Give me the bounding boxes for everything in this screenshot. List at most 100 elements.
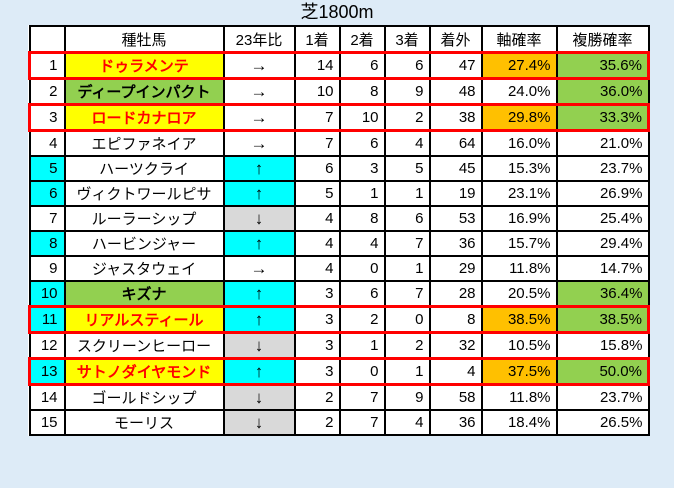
win2-cell: 10 [338,103,386,132]
sire-name-cell: ドゥラメンテ [63,51,225,80]
axis-rate-cell: 27.4% [480,51,558,80]
trend-cell: ↓ [222,383,296,411]
sire-name-cell: ハービンジャー [63,230,225,257]
win2-cell: 0 [338,255,386,282]
axis-rate-cell: 24.0% [480,77,558,106]
trend-cell: ↑ [222,357,296,386]
header-axis-rate: 軸確率 [480,25,558,54]
win1-cell: 3 [293,280,341,308]
place-rate-cell: 26.9% [555,180,650,207]
sire-name-cell: ロードカナロア [63,103,225,132]
place-rate-cell: 23.7% [555,383,650,411]
win3-cell: 4 [383,409,431,436]
rank-cell: 8 [28,230,66,257]
win3-cell: 2 [383,331,431,360]
win3-cell: 1 [383,180,431,207]
trend-cell: → [222,51,296,80]
axis-rate-cell: 38.5% [480,305,558,334]
header-rank [28,25,66,54]
win2-cell: 7 [338,409,386,436]
win2-cell: 4 [338,230,386,257]
trend-cell: → [222,129,296,157]
win2-cell: 8 [338,77,386,106]
trend-cell: ↑ [222,280,296,308]
rank-cell: 4 [28,129,66,157]
header-out: 着外 [428,25,483,54]
win2-cell: 8 [338,205,386,232]
place-rate-cell: 21.0% [555,129,650,157]
sire-name-cell: リアルスティール [63,305,225,334]
header-row: 種牡馬 23年比 1着 2着 3着 着外 軸確率 複勝確率 [28,25,650,54]
win3-cell: 9 [383,77,431,106]
table-row: 3 ロードカナロア → 7 10 2 38 29.8% 33.3% [28,103,650,132]
win3-cell: 7 [383,280,431,308]
win1-cell: 10 [293,77,341,106]
win2-cell: 2 [338,305,386,334]
axis-rate-cell: 10.5% [480,331,558,360]
header-sire: 種牡馬 [63,25,225,54]
trend-cell: ↓ [222,409,296,436]
table-row: 9 ジャスタウェイ → 4 0 1 29 11.8% 14.7% [28,255,650,282]
win3-cell: 4 [383,129,431,157]
header-win2: 2着 [338,25,386,54]
table-row: 14 ゴールドシップ ↓ 2 7 9 58 11.8% 23.7% [28,383,650,411]
header-place-rate: 複勝確率 [555,25,650,54]
win1-cell: 6 [293,155,341,182]
header-trend: 23年比 [222,25,296,54]
rank-cell: 5 [28,155,66,182]
out-cell: 32 [428,331,483,360]
win3-cell: 7 [383,230,431,257]
sire-name-cell: ハーツクライ [63,155,225,182]
rank-cell: 15 [28,409,66,436]
trend-cell: ↑ [222,230,296,257]
win1-cell: 2 [293,409,341,436]
out-cell: 8 [428,305,483,334]
place-rate-cell: 36.4% [555,280,650,308]
trend-cell: → [222,255,296,282]
win2-cell: 6 [338,129,386,157]
place-rate-cell: 35.6% [555,51,650,80]
out-cell: 19 [428,180,483,207]
win1-cell: 3 [293,305,341,334]
axis-rate-cell: 15.3% [480,155,558,182]
axis-rate-cell: 16.0% [480,129,558,157]
axis-rate-cell: 29.8% [480,103,558,132]
trend-cell: ↑ [222,305,296,334]
sire-name-cell: キズナ [63,280,225,308]
table-row: 8 ハービンジャー ↑ 4 4 7 36 15.7% 29.4% [28,230,650,257]
sire-name-cell: スクリーンヒーロー [63,331,225,360]
page-title: 芝1800m [300,2,374,22]
rank-cell: 1 [28,51,66,80]
sire-name-cell: サトノダイヤモンド [63,357,225,386]
out-cell: 47 [428,51,483,80]
trend-cell: ↓ [222,331,296,360]
axis-rate-cell: 15.7% [480,230,558,257]
win1-cell: 2 [293,383,341,411]
trend-cell: ↓ [222,205,296,232]
header-win3: 3着 [383,25,431,54]
out-cell: 28 [428,280,483,308]
axis-rate-cell: 11.8% [480,255,558,282]
sire-name-cell: ヴィクトワールピサ [63,180,225,207]
axis-rate-cell: 23.1% [480,180,558,207]
win2-cell: 6 [338,280,386,308]
out-cell: 48 [428,77,483,106]
out-cell: 36 [428,409,483,436]
win1-cell: 4 [293,255,341,282]
rank-cell: 11 [28,305,66,334]
table-row: 6 ヴィクトワールピサ ↑ 5 1 1 19 23.1% 26.9% [28,180,650,207]
win3-cell: 9 [383,383,431,411]
header-win1: 1着 [293,25,341,54]
win2-cell: 7 [338,383,386,411]
sire-name-cell: ジャスタウェイ [63,255,225,282]
trend-cell: → [222,103,296,132]
win1-cell: 5 [293,180,341,207]
place-rate-cell: 14.7% [555,255,650,282]
win2-cell: 6 [338,51,386,80]
win3-cell: 6 [383,205,431,232]
trend-cell: ↑ [222,180,296,207]
place-rate-cell: 36.0% [555,77,650,106]
axis-rate-cell: 11.8% [480,383,558,411]
place-rate-cell: 25.4% [555,205,650,232]
win3-cell: 1 [383,357,431,386]
